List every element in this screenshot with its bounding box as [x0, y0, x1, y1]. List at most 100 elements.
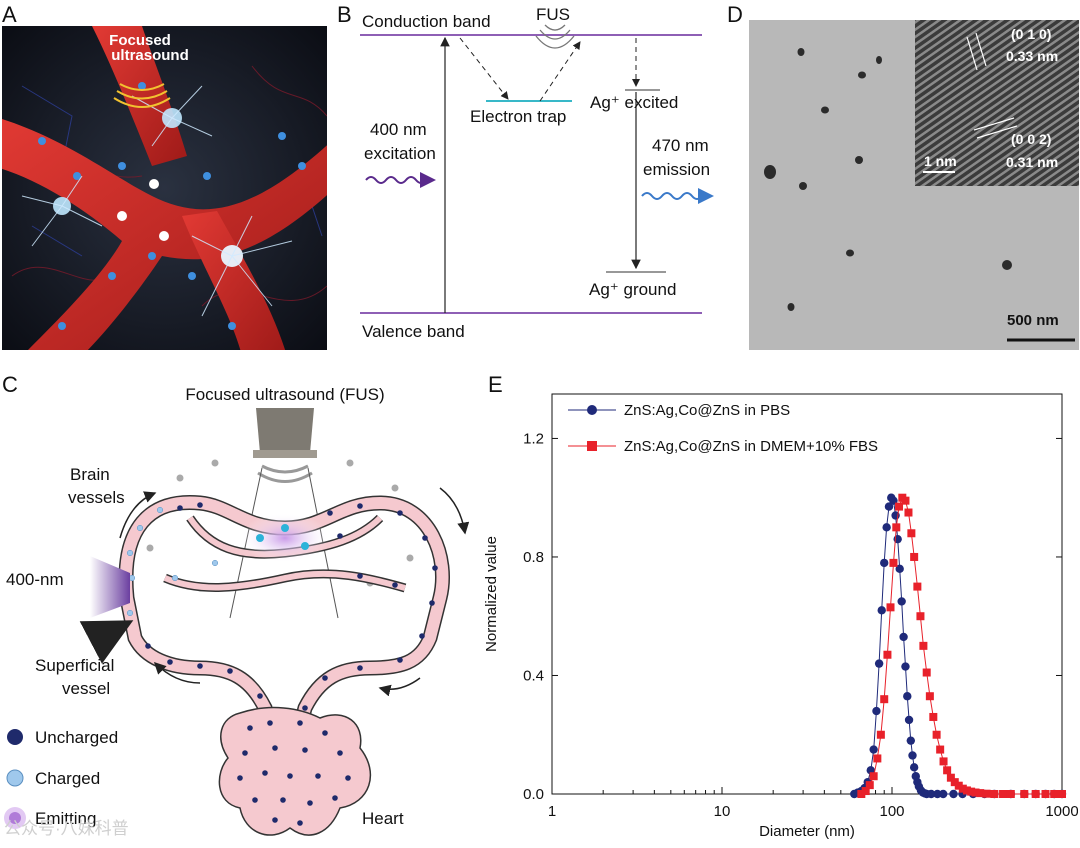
inset-label-002: (0 0 2)	[1011, 131, 1051, 147]
series-2-point	[889, 558, 898, 567]
series-2-point	[1041, 790, 1050, 798]
panel-e-chart: 0.0 0.4 0.8 1.2 1 10 100 1000 ZnS:Ag,Co@ZnS in…	[483, 393, 1078, 840]
series-2-point	[1006, 790, 1015, 798]
brain-vessels-label-1: Brain	[70, 465, 110, 484]
brain-vessels-label-2: vessels	[68, 488, 125, 507]
series-1-point	[926, 789, 936, 799]
series-2-point	[943, 766, 952, 775]
series-1-point	[874, 659, 884, 668]
series-2-point	[907, 529, 916, 538]
panel-c-schematic: Focused ultrasound (FUS)	[4, 385, 470, 836]
series-2-point	[873, 754, 882, 763]
legend-uncharged: Uncharged	[35, 728, 118, 747]
series-2-point	[886, 603, 895, 612]
legend-label-1: ZnS:Ag,Co@ZnS in PBS	[624, 402, 790, 419]
legend-emitting-dot	[9, 812, 21, 824]
series-1-point	[880, 558, 889, 568]
series-1-point	[906, 736, 916, 745]
ag-ground-label: Ag⁺ ground	[589, 280, 676, 299]
series-2-point	[883, 650, 892, 659]
series-1-point	[908, 751, 917, 760]
excitation-label-2: excitation	[364, 144, 436, 163]
ag-excited-label: Ag⁺ excited	[590, 93, 678, 112]
series-2-point	[861, 787, 870, 796]
series-2-point	[1020, 790, 1029, 798]
panel-c-letter: C	[2, 372, 18, 397]
panel-b-letter: B	[337, 2, 352, 27]
conduction-band-label: Conduction band	[362, 12, 491, 31]
emission-label-1: 470 nm	[652, 136, 709, 155]
panel-a-letter: A	[2, 2, 17, 27]
series-1-point	[903, 692, 912, 701]
panel-a-fus-line2: ultrasound	[111, 47, 189, 64]
electron-trap-label: Electron trap	[470, 107, 566, 126]
series-1-point	[938, 789, 948, 799]
series-2-point	[990, 790, 999, 798]
y-tick-label: 0.0	[523, 786, 544, 803]
fus-label: FUS	[536, 5, 570, 24]
x-axis-label: Diameter (nm)	[759, 823, 855, 840]
series-1-point	[909, 763, 919, 772]
series-2-point	[1031, 790, 1040, 798]
series-1-point	[877, 606, 886, 615]
legend-charged-dot	[6, 769, 24, 787]
series-2-point	[954, 781, 963, 790]
hrtem-inset	[915, 20, 1079, 186]
series-2-point	[857, 790, 866, 798]
excitation-label: 400-nm	[6, 570, 64, 589]
panel-d-letter: D	[727, 2, 743, 27]
series-2-point	[901, 496, 910, 505]
series-2-point	[913, 582, 922, 591]
series-2-point	[925, 692, 934, 701]
plot-frame	[551, 393, 1063, 795]
series-1-point	[882, 523, 891, 532]
legend-marker-2	[587, 441, 597, 451]
panel-e-letter: E	[488, 372, 503, 397]
series-1-point	[901, 662, 910, 671]
y-tick-label: 0.8	[523, 549, 544, 566]
fus-title: Focused ultrasound (FUS)	[185, 385, 384, 404]
series-2-point	[999, 790, 1008, 798]
watermark: 公众号·八妹科普	[4, 819, 129, 838]
series-2-point	[929, 712, 938, 721]
legend-label-2: ZnS:Ag,Co@ZnS in DMEM+10% FBS	[624, 438, 878, 455]
series-2-point	[922, 668, 931, 677]
excitation-label-1: 400 nm	[370, 120, 427, 139]
series-1-point	[897, 597, 906, 606]
series-2-point	[967, 787, 976, 796]
inset-d-spacing-2: 0.31 nm	[1006, 154, 1058, 170]
y-axis-label: Normalized value	[483, 536, 500, 652]
valence-band-label: Valence band	[362, 322, 465, 341]
series-2-point	[892, 523, 901, 532]
y-tick-label: 0.4	[523, 667, 544, 684]
series-2-point	[932, 730, 941, 739]
inset-label-010: (0 1 0)	[1011, 26, 1051, 42]
series-2-point	[958, 784, 967, 793]
emission-label-2: emission	[643, 160, 710, 179]
superficial-label-2: vessel	[62, 679, 110, 698]
legend-uncharged-dot	[7, 729, 23, 745]
legend-marker-1	[587, 405, 597, 415]
series-2-point	[976, 789, 985, 798]
series-2-point	[869, 772, 878, 781]
x-tick-label: 10	[714, 803, 731, 820]
series-2-point	[895, 502, 904, 511]
series-2-point	[865, 781, 874, 790]
series-2-point	[910, 552, 919, 561]
y-tick-label: 1.2	[523, 430, 544, 447]
series-2-point	[971, 788, 980, 797]
panel-b-energy-diagram: Conduction band FUS 400 nm excitation El…	[360, 5, 714, 341]
series-1-point	[872, 706, 881, 716]
series-1-point	[933, 789, 942, 799]
series-2-point	[946, 773, 955, 782]
inset-scale-label: 1 nm	[924, 153, 957, 169]
superficial-label-1: Superficial	[35, 656, 114, 675]
x-tick-label: 1000	[1045, 803, 1078, 820]
series-1-point	[895, 564, 904, 574]
panel-a-illustration: Focused ultrasound	[2, 26, 327, 350]
x-tick-label: 1	[548, 803, 556, 820]
series-2-point	[1058, 790, 1066, 798]
series-2-point	[962, 786, 971, 795]
series-2-point	[936, 745, 945, 754]
series-line-2	[861, 496, 1062, 795]
